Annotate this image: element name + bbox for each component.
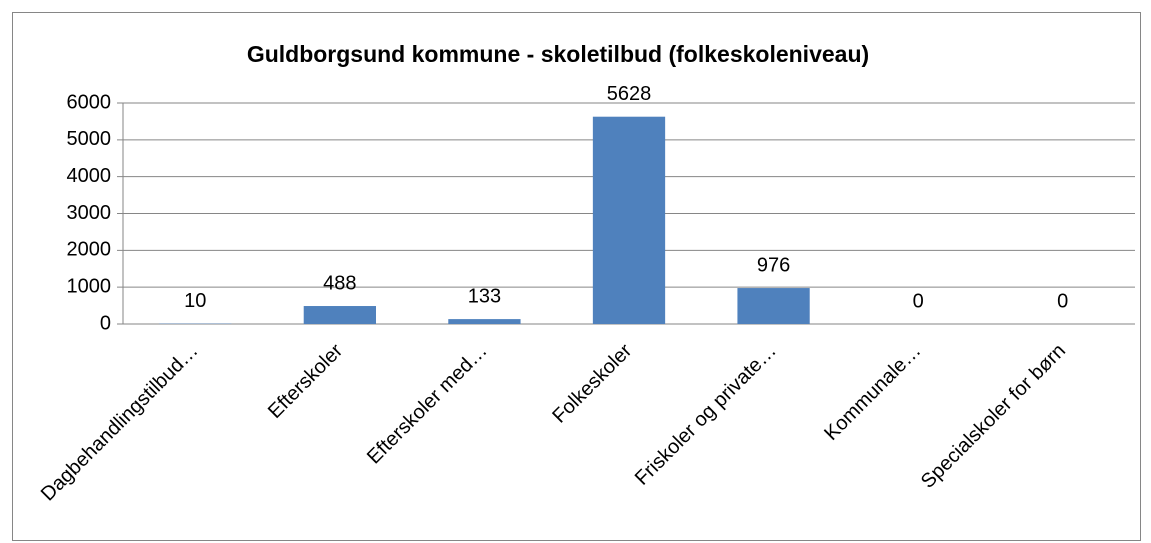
value-label: 0	[1057, 290, 1068, 312]
value-label: 133	[468, 285, 501, 307]
y-tick-label: 3000	[67, 202, 112, 224]
bar	[592, 116, 666, 325]
chart-title: Guldborgsund kommune - skoletilbud (folk…	[247, 41, 869, 67]
value-label: 0	[913, 290, 924, 312]
y-tick-label: 0	[100, 312, 111, 334]
bar	[737, 288, 810, 324]
bar	[303, 306, 376, 324]
bar	[448, 319, 521, 324]
y-tick-label: 5000	[67, 128, 112, 150]
value-label: 5628	[607, 83, 652, 105]
value-label: 976	[757, 254, 790, 276]
value-label: 10	[184, 290, 206, 312]
chart-border	[12, 12, 1141, 541]
y-tick-label: 6000	[67, 91, 112, 113]
y-tick-label: 4000	[67, 165, 112, 187]
y-tick-label: 1000	[67, 275, 112, 297]
value-label: 488	[323, 272, 356, 294]
y-tick-label: 2000	[67, 239, 112, 261]
